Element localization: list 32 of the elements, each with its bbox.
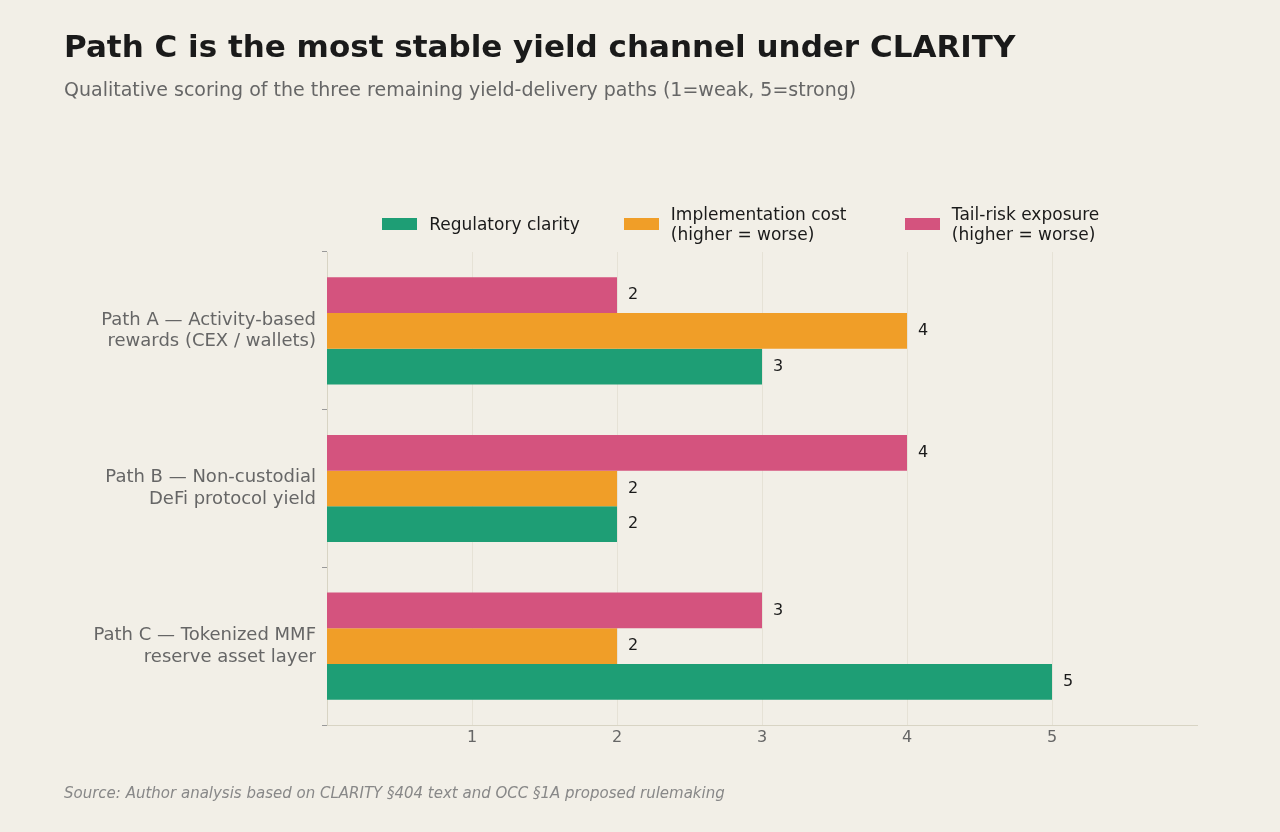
legend-label: Tail-risk exposure (higher = worse) [951, 204, 1101, 244]
x-tick-label: 5 [1046, 726, 1058, 746]
y-tick-label: Path C — Tokenized MMF reserve asset layer [93, 623, 317, 666]
bar [327, 277, 617, 313]
y-tick-label: Path A — Activity-based rewards (CEX / wallets) [101, 307, 316, 351]
data-label: 2 [628, 513, 639, 533]
data-label: 4 [918, 319, 929, 339]
legend-label: Regulatory clarity [429, 214, 580, 234]
data-label: 5 [1063, 671, 1074, 691]
data-label: 4 [918, 441, 929, 461]
bar [327, 592, 762, 629]
data-label: 2 [628, 284, 639, 304]
bar [327, 348, 762, 385]
data-label: 3 [773, 355, 784, 375]
legend-label: Implementation cost (higher = worse) [670, 204, 848, 244]
x-tick-label: 3 [756, 726, 768, 746]
chart-title: Path C is the most stable yield channel under CLARITY [64, 28, 1016, 64]
bar [327, 664, 1052, 700]
bar [327, 470, 617, 507]
bar [327, 506, 617, 543]
source-note: Source: Author analysis based on CLARITY §404 text and OCC §1A proposed rulemaking [64, 784, 725, 802]
data-label: 3 [773, 599, 784, 619]
data-label: 2 [628, 477, 639, 497]
x-tick-label: 1 [466, 726, 478, 746]
data-label: 2 [628, 635, 639, 655]
bar [327, 312, 907, 349]
bar [327, 434, 907, 471]
x-tick-label: 4 [901, 726, 913, 746]
x-tick-label: 2 [611, 726, 623, 746]
y-tick-label: Path B — Non-custodial DeFi protocol yield [105, 465, 316, 508]
bar [327, 628, 617, 665]
chart-subtitle: Qualitative scoring of the three remaining yield-delivery paths (1=weak, 5=strong) [64, 78, 857, 100]
